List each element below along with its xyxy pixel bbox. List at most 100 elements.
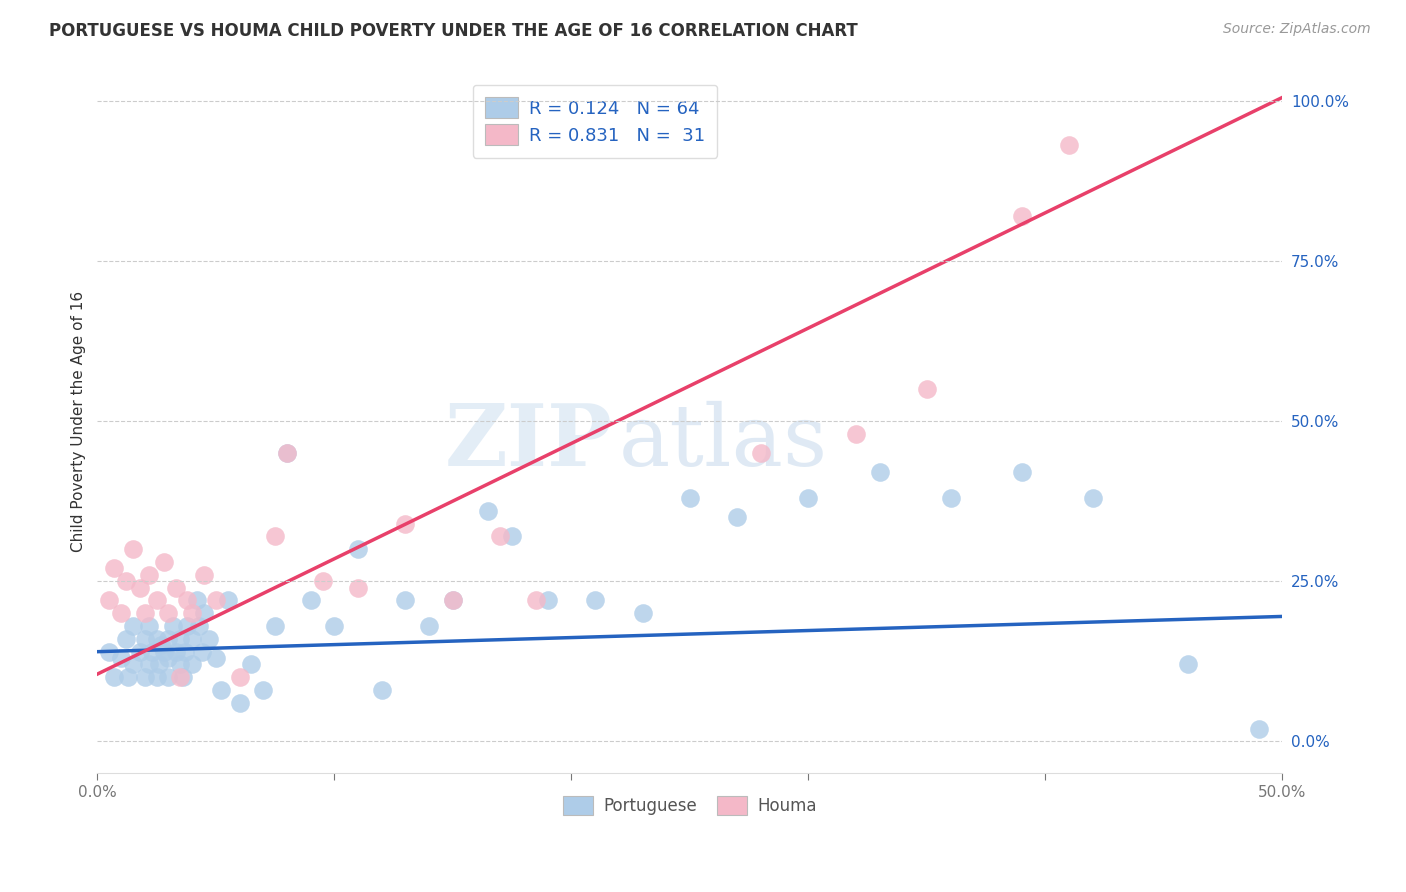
Point [537, 593, 560, 607]
Point [188, 619, 211, 633]
Point [501, 529, 523, 543]
Point [176, 619, 198, 633]
Point [122, 542, 145, 557]
Point [186, 593, 208, 607]
Point [252, 683, 274, 698]
Point [1247, 722, 1270, 736]
Point [122, 657, 145, 672]
Point [311, 574, 333, 589]
Point [117, 670, 139, 684]
Point [176, 593, 198, 607]
Point [174, 645, 197, 659]
Point [797, 491, 820, 505]
Point [169, 657, 191, 672]
Point [1081, 491, 1104, 505]
Point [157, 651, 180, 665]
Point [165, 581, 187, 595]
Point [347, 542, 370, 557]
Point [869, 465, 891, 479]
Point [939, 491, 962, 505]
Point [725, 510, 748, 524]
Point [1011, 209, 1033, 223]
Point [205, 593, 228, 607]
Point [915, 382, 938, 396]
Point [148, 657, 170, 672]
Point [489, 529, 512, 543]
Point [165, 645, 187, 659]
Point [152, 645, 174, 659]
Point [110, 606, 132, 620]
Point [190, 645, 212, 659]
Point [631, 606, 654, 620]
Point [1011, 465, 1033, 479]
Text: PORTUGUESE VS HOUMA CHILD POVERTY UNDER THE AGE OF 16 CORRELATION CHART: PORTUGUESE VS HOUMA CHILD POVERTY UNDER … [49, 22, 858, 40]
Point [679, 491, 702, 505]
Point [394, 593, 416, 607]
Point [228, 670, 250, 684]
Point [145, 632, 167, 646]
Point [845, 426, 868, 441]
Point [347, 581, 370, 595]
Text: atlas: atlas [619, 401, 828, 483]
Point [749, 446, 772, 460]
Point [122, 619, 145, 633]
Point [98, 593, 121, 607]
Point [193, 606, 215, 620]
Point [441, 593, 464, 607]
Point [264, 619, 287, 633]
Point [205, 651, 228, 665]
Text: ZIP: ZIP [446, 401, 613, 484]
Point [157, 606, 180, 620]
Point [524, 593, 547, 607]
Text: Source: ZipAtlas.com: Source: ZipAtlas.com [1223, 22, 1371, 37]
Point [103, 670, 125, 684]
Point [169, 670, 191, 684]
Point [276, 446, 298, 460]
Legend: Portuguese, Houma: Portuguese, Houma [554, 786, 827, 825]
Point [1177, 657, 1199, 672]
Point [157, 670, 180, 684]
Point [1057, 138, 1080, 153]
Point [228, 696, 250, 710]
Point [98, 645, 121, 659]
Point [418, 619, 440, 633]
Point [129, 581, 152, 595]
Point [299, 593, 322, 607]
Point [138, 657, 160, 672]
Point [134, 670, 156, 684]
Point [181, 632, 204, 646]
Point [217, 593, 239, 607]
Point [150, 638, 173, 652]
Point [477, 504, 499, 518]
Point [114, 632, 136, 646]
Point [394, 516, 416, 531]
Point [162, 619, 184, 633]
Y-axis label: Child Poverty Under the Age of 16: Child Poverty Under the Age of 16 [72, 291, 86, 551]
Point [152, 555, 174, 569]
Point [145, 593, 167, 607]
Point [172, 670, 194, 684]
Point [240, 657, 263, 672]
Point [138, 619, 160, 633]
Point [371, 683, 394, 698]
Point [193, 567, 215, 582]
Point [103, 561, 125, 575]
Point [323, 619, 346, 633]
Point [169, 632, 191, 646]
Point [114, 574, 136, 589]
Point [129, 645, 152, 659]
Point [134, 632, 156, 646]
Point [264, 529, 287, 543]
Point [110, 651, 132, 665]
Point [181, 657, 204, 672]
Point [583, 593, 606, 607]
Point [209, 683, 232, 698]
Point [441, 593, 464, 607]
Point [197, 632, 219, 646]
Point [134, 606, 156, 620]
Point [145, 670, 167, 684]
Point [157, 632, 180, 646]
Point [181, 606, 204, 620]
Point [141, 645, 163, 659]
Point [138, 567, 160, 582]
